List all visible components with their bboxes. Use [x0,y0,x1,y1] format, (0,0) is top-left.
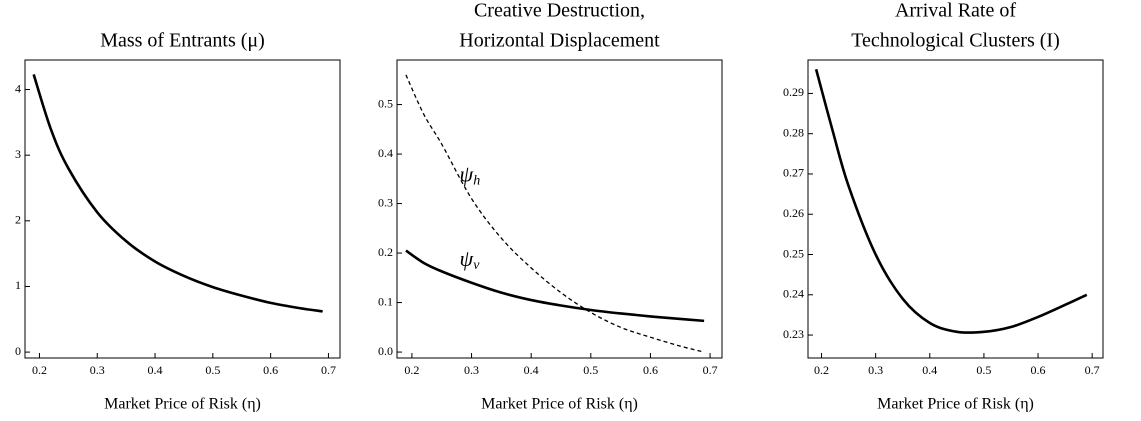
x-tick-label: 0.3 [464,363,479,377]
y-tick-label: 0.27 [783,166,804,180]
y-tick-label: 4 [15,81,21,95]
x-tick-label: 0.7 [703,363,718,377]
x-tick-label: 0.4 [922,363,937,377]
plot-frame [807,59,1104,359]
chart-title: Arrival Rate of [895,0,1016,22]
x-tick-label: 0.7 [1085,363,1100,377]
chart-title: Technological Clusters (I) [851,30,1060,52]
y-tick-label: 0.2 [378,245,393,259]
y-tick-label: 0.1 [378,294,393,308]
y-tick-label: 0 [15,344,21,358]
chart-title: Horizontal Displacement [459,30,660,52]
x-tick-label: 0.3 [90,363,105,377]
y-tick-label: 0.4 [378,146,393,160]
x-axis-label: Market Price of Risk (η) [104,396,261,413]
y-tick-label: 0.5 [378,96,393,110]
x-tick-label: 0.6 [1031,363,1046,377]
x-axis-label: Market Price of Risk (η) [877,396,1034,413]
x-tick-label: 0.4 [148,363,163,377]
y-tick-label: 0.24 [783,287,804,301]
y-tick-label: 1 [15,278,21,292]
y-tick-label: 3 [15,147,21,161]
x-tick-label: 0.5 [976,363,991,377]
x-tick-label: 0.2 [32,363,47,377]
y-tick-label: 0.25 [783,246,804,260]
x-tick-label: 0.6 [643,363,658,377]
y-tick-label: 2 [15,213,21,227]
plot-frame [396,59,723,359]
y-tick-label: 0.28 [783,125,804,139]
plot-frame [24,59,341,359]
x-tick-label: 0.4 [524,363,539,377]
series-line [32,74,323,313]
x-axis-label: Market Price of Risk (η) [481,396,638,413]
y-tick-label: 0.3 [378,195,393,209]
x-tick-label: 0.6 [263,363,278,377]
series-line [405,249,705,323]
series-label: ψh [460,162,481,189]
x-tick-label: 0.2 [814,363,829,377]
series-line [814,68,1088,334]
y-tick-label: 0.29 [783,85,804,99]
series-line [405,74,705,353]
series-label: ψv [460,246,481,273]
x-tick-label: 0.2 [404,363,419,377]
x-tick-label: 0.5 [205,363,220,377]
x-tick-label: 0.3 [868,363,883,377]
x-tick-label: 0.5 [583,363,598,377]
x-tick-label: 0.7 [321,363,336,377]
y-tick-label: 0.26 [783,206,804,220]
y-tick-label: 0.23 [783,327,804,341]
y-tick-label: 0.0 [378,344,393,358]
chart-title: Mass of Entrants (μ) [100,30,265,52]
chart-title: Creative Destruction, [474,0,645,22]
